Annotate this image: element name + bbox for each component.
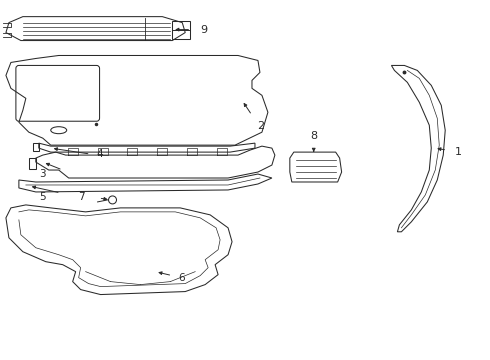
Text: 7: 7 [78,192,85,202]
Text: 1: 1 [455,147,462,157]
Text: 8: 8 [310,131,318,141]
Text: 6: 6 [178,273,185,283]
Text: 5: 5 [39,192,46,202]
Text: 9: 9 [200,24,207,35]
Text: 2: 2 [257,121,264,131]
Text: 4: 4 [97,149,103,159]
Text: 3: 3 [39,169,46,179]
